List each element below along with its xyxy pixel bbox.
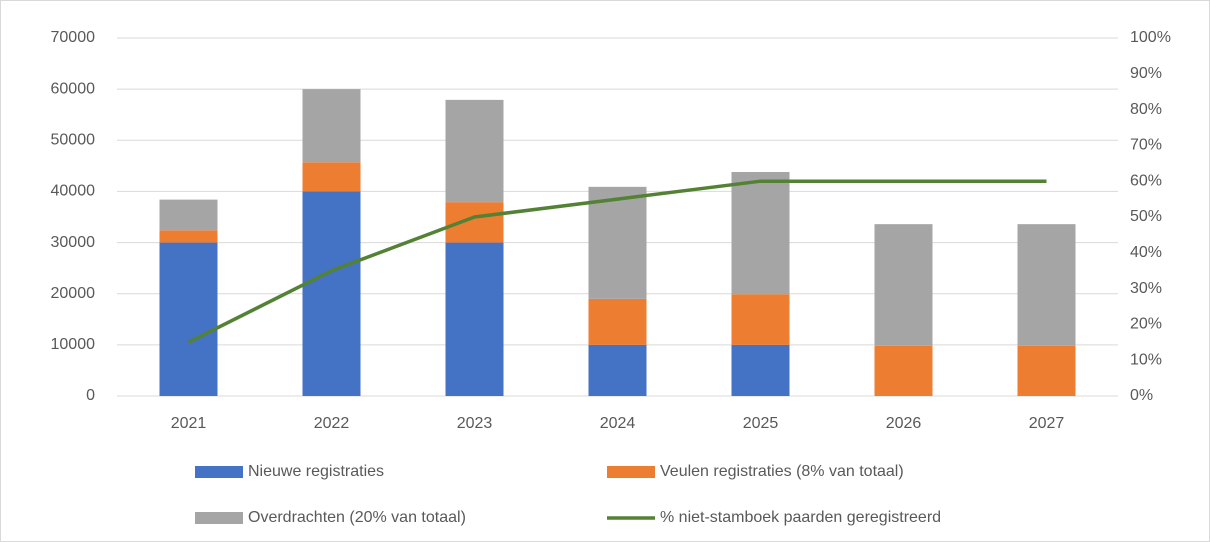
x-tick-label: 2022 [314, 415, 350, 432]
bar [588, 344, 647, 396]
y-tick-label: 70000 [51, 29, 96, 46]
legend-swatch [607, 466, 655, 478]
y-tick-label: 0 [86, 387, 95, 404]
legend-label: Nieuwe registraties [248, 463, 384, 480]
y2-tick-label: 70% [1130, 137, 1162, 154]
bar [1017, 224, 1076, 346]
bar [302, 191, 361, 396]
bar [731, 294, 790, 345]
bar [159, 230, 218, 243]
y2-tick-label: 0% [1130, 387, 1153, 404]
y2-tick-label: 30% [1130, 280, 1162, 297]
y2-tick-label: 20% [1130, 316, 1162, 333]
bar [302, 89, 361, 163]
y-tick-label: 10000 [51, 336, 96, 353]
line [187, 179, 1047, 344]
x-tick-label: 2027 [1029, 415, 1065, 432]
bar [445, 202, 504, 243]
legend-swatch [195, 512, 243, 524]
bar [159, 242, 218, 396]
bar [731, 344, 790, 396]
y2-tick-label: 60% [1130, 172, 1162, 189]
x-tick-label: 2021 [171, 415, 207, 432]
y2-tick-label: 50% [1130, 208, 1162, 225]
y2-tick-label: 90% [1130, 65, 1162, 82]
bar [302, 162, 361, 192]
bar [588, 298, 647, 345]
y2-tick-label: 80% [1130, 101, 1162, 118]
x-tick-label: 2023 [457, 415, 493, 432]
y-tick-label: 60000 [51, 80, 96, 97]
y-tick-label: 40000 [51, 183, 96, 200]
legend-label: % niet-stamboek paarden geregistreerd [660, 509, 941, 526]
x-tick-label: 2024 [600, 415, 636, 432]
bar [445, 99, 504, 203]
bar [159, 199, 218, 231]
bar [731, 171, 790, 295]
x-tick-label: 2025 [743, 415, 779, 432]
bar [1017, 345, 1076, 396]
legend-swatch [195, 466, 243, 478]
bar [588, 186, 647, 299]
y-tick-label: 50000 [51, 132, 96, 149]
y-tick-label: 30000 [51, 234, 96, 251]
y2-tick-label: 10% [1130, 351, 1162, 368]
legend-label: Overdrachten (20% van totaal) [248, 509, 466, 526]
bar [874, 345, 933, 396]
y2-tick-label: 40% [1130, 244, 1162, 261]
bar [874, 224, 933, 346]
y-tick-label: 20000 [51, 285, 96, 302]
y2-tick-label: 100% [1130, 29, 1171, 46]
legend-label: Veulen registraties (8% van totaal) [660, 463, 904, 480]
bar [445, 242, 504, 396]
x-tick-label: 2026 [886, 415, 922, 432]
